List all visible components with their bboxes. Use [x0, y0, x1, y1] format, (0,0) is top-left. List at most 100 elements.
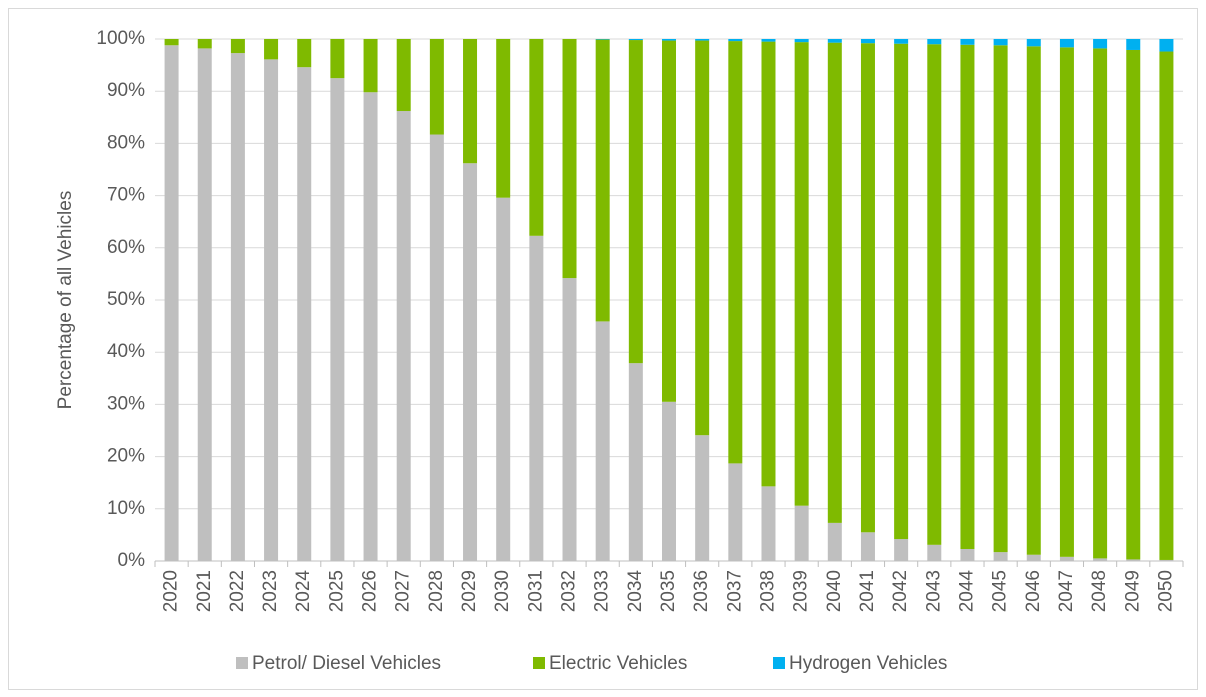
- bar-segment: [1126, 559, 1141, 561]
- bar-segment: [827, 522, 842, 561]
- bar-segment: [496, 39, 511, 198]
- y-tick-label: 70%: [107, 185, 145, 206]
- legend-label: Electric Vehicles: [549, 653, 687, 674]
- bar-segment: [562, 278, 577, 561]
- y-tick-label: 50%: [107, 289, 145, 310]
- x-tick-label: 2029: [459, 570, 480, 612]
- bar-segment: [1093, 39, 1108, 49]
- bar-segment: [927, 39, 942, 45]
- y-tick-label: 40%: [107, 341, 145, 362]
- x-tick-label: 2050: [1155, 570, 1176, 612]
- bar-segment: [164, 39, 179, 46]
- x-tick-label: 2039: [791, 570, 812, 612]
- y-tick-label: 20%: [107, 446, 145, 467]
- bar-segment: [330, 39, 345, 79]
- bar-segment: [197, 48, 212, 562]
- bar-segment: [728, 41, 743, 464]
- x-tick-label: 2031: [525, 570, 546, 612]
- bar-segment: [927, 44, 942, 545]
- bar-segment: [1026, 39, 1041, 47]
- bar-segment: [761, 41, 776, 487]
- x-tick-label: 2035: [658, 570, 679, 612]
- x-tick-label: 2043: [923, 570, 944, 612]
- legend-swatch: [773, 657, 785, 669]
- bar-segment: [230, 53, 245, 562]
- x-tick-label: 2028: [426, 570, 447, 612]
- bar-segment: [1126, 39, 1141, 50]
- bar-segment: [860, 43, 875, 533]
- bar-segment: [297, 39, 312, 68]
- bar-segment: [761, 486, 776, 561]
- bar-segment: [860, 532, 875, 561]
- bar-segment: [794, 505, 809, 561]
- x-tick-label: 2038: [757, 570, 778, 612]
- x-tick-label: 2049: [1122, 570, 1143, 612]
- bar-segment: [695, 40, 710, 436]
- bar-segment: [562, 39, 577, 279]
- bar-segment: [662, 401, 676, 561]
- x-tick-label: 2023: [260, 570, 281, 612]
- legend-swatch: [236, 657, 248, 669]
- bar-segment: [197, 39, 212, 49]
- bar-segment: [363, 92, 378, 561]
- bar-segment: [628, 40, 643, 364]
- bar-segment: [662, 40, 676, 402]
- bar-segment: [496, 197, 511, 562]
- legend-label: Hydrogen Vehicles: [789, 653, 947, 674]
- x-tick-label: 2042: [890, 570, 911, 612]
- legend-label: Petrol/ Diesel Vehicles: [252, 653, 441, 674]
- x-tick-label: 2041: [857, 570, 878, 612]
- x-tick-label: 2046: [1023, 570, 1044, 612]
- bar-segment: [1093, 48, 1108, 559]
- bar-segment: [960, 548, 975, 561]
- x-tick-label: 2047: [1056, 570, 1077, 612]
- bar-segment: [1159, 51, 1174, 560]
- x-tick-label: 2033: [592, 570, 613, 612]
- bar-segment: [595, 321, 610, 561]
- bar-segment: [396, 111, 411, 561]
- bar-segment: [628, 39, 643, 41]
- y-tick-label: 10%: [107, 498, 145, 519]
- bar-segment: [894, 539, 909, 561]
- bar-segment: [827, 42, 842, 523]
- bar-segment: [463, 39, 478, 164]
- bar-segment: [595, 39, 610, 322]
- x-tick-label: 2030: [492, 570, 513, 612]
- bar-segment: [993, 552, 1008, 561]
- bar-segment: [794, 42, 809, 506]
- bar-segment: [1059, 39, 1074, 48]
- bar-segment: [230, 39, 245, 54]
- bar-segment: [794, 39, 809, 43]
- bar-segment: [628, 363, 643, 561]
- x-tick-label: 2034: [625, 570, 646, 613]
- y-axis-title: Percentage of all Vehicles: [55, 191, 76, 410]
- bar-segment: [529, 39, 544, 236]
- bar-segment: [1126, 49, 1141, 560]
- bar-segment: [164, 45, 179, 562]
- x-tick-label: 2032: [559, 570, 580, 612]
- bar-segment: [1093, 558, 1108, 561]
- bar-segment: [662, 39, 676, 41]
- x-tick-label: 2021: [194, 570, 215, 612]
- bar-segment: [429, 134, 444, 561]
- bar-segment: [960, 44, 975, 549]
- bar-segment: [595, 39, 610, 40]
- bar-segment: [728, 39, 743, 42]
- x-tick-label: 2024: [293, 570, 314, 613]
- bar-segment: [1159, 559, 1174, 561]
- y-tick-label: 30%: [107, 393, 145, 414]
- x-tick-label: 2040: [824, 570, 845, 612]
- bar-segment: [993, 45, 1008, 553]
- y-tick-label: 100%: [96, 28, 145, 49]
- x-tick-label: 2044: [956, 570, 977, 613]
- bar-segment: [529, 235, 544, 561]
- bar-segment: [429, 39, 444, 135]
- bar-segment: [695, 435, 710, 561]
- x-tick-label: 2036: [691, 570, 712, 612]
- bar-segment: [463, 163, 478, 561]
- bar-segment: [993, 39, 1008, 46]
- x-tick-label: 2025: [326, 570, 347, 612]
- bar-segment: [297, 67, 312, 562]
- x-tick-label: 2048: [1089, 570, 1110, 612]
